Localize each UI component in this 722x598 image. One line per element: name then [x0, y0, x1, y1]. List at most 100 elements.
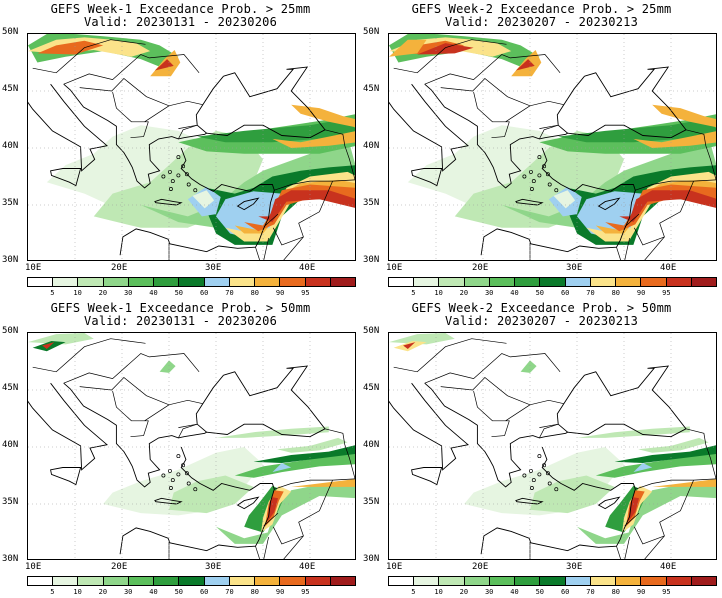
colorbar-swatch: [439, 278, 465, 286]
lat-label: 50N: [2, 326, 19, 336]
colorbar: [388, 277, 717, 287]
lon-label: 10E: [25, 263, 42, 273]
lon-label: 20E: [111, 263, 128, 273]
colorbar-swatch: [540, 577, 566, 585]
lat-label: 50N: [363, 326, 380, 336]
colorbar-label: 30: [484, 588, 494, 596]
colorbar-label: 30: [123, 588, 133, 596]
probability-map: [388, 33, 717, 261]
colorbar-label: 50: [174, 588, 184, 596]
colorbar-label: 5: [411, 588, 416, 596]
colorbar-label: 95: [662, 588, 671, 596]
colorbar-label: 60: [199, 588, 209, 596]
colorbar-swatch: [616, 278, 642, 286]
colorbar-swatch: [229, 278, 256, 286]
lat-label: 30N: [363, 255, 380, 265]
panel-week2-25mm: GEFS Week-2 Exceedance Prob. > 25mm Valid…: [361, 0, 722, 299]
colorbar-swatch: [540, 278, 566, 286]
lat-label: 50N: [2, 27, 19, 37]
lat-label: 35N: [363, 198, 380, 208]
colorbar-swatch: [280, 577, 306, 585]
colorbar-label: 50: [174, 289, 184, 297]
lat-label: 30N: [2, 255, 19, 265]
colorbar-swatch: [53, 577, 79, 585]
lat-label: 35N: [2, 497, 19, 507]
colorbar-label: 20: [98, 289, 108, 297]
colorbar-label: 70: [225, 588, 234, 596]
colorbar-swatch: [103, 278, 129, 286]
colorbar-swatch: [464, 278, 490, 286]
colorbar-label: 50: [535, 289, 545, 297]
panel-valid-dates: Valid: 20230131 - 20230206: [83, 314, 278, 328]
colorbar-label: 40: [149, 289, 158, 297]
colorbar-label: 10: [434, 588, 443, 596]
colorbar-label: 90: [275, 289, 285, 297]
colorbar-label: 80: [250, 588, 260, 596]
colorbar-swatch: [489, 278, 516, 286]
colorbar-swatch: [330, 577, 356, 585]
colorbar-swatch: [28, 278, 54, 286]
colorbar-swatch: [691, 577, 717, 585]
lat-label: 45N: [363, 383, 380, 393]
colorbar-swatch: [515, 577, 541, 585]
lat-label: 40N: [2, 141, 19, 151]
colorbar-swatch: [590, 278, 617, 286]
colorbar-label: 20: [459, 588, 469, 596]
colorbar-label: 40: [510, 588, 519, 596]
colorbar-label: 5: [411, 289, 416, 297]
lon-label: 10E: [25, 562, 42, 572]
colorbar-swatch: [128, 278, 155, 286]
colorbar: [27, 576, 356, 586]
colorbar-swatch: [389, 577, 415, 585]
lon-label: 20E: [472, 263, 489, 273]
lon-label: 10E: [386, 263, 403, 273]
colorbar-label: 50: [535, 588, 545, 596]
lon-label: 20E: [111, 562, 128, 572]
colorbar-label: 90: [275, 588, 285, 596]
colorbar-swatch: [666, 577, 692, 585]
colorbar-swatch: [154, 577, 180, 585]
map-canvas: [28, 34, 355, 260]
panel-valid-dates: Valid: 20230207 - 20230213: [444, 15, 639, 29]
colorbar-label: 70: [225, 289, 234, 297]
colorbar-swatch: [641, 577, 667, 585]
lat-label: 45N: [2, 383, 19, 393]
colorbar-label: 90: [636, 588, 646, 596]
colorbar-label: 10: [434, 289, 443, 297]
lon-label: 40E: [660, 562, 677, 572]
colorbar-swatch: [255, 278, 281, 286]
probability-map: [27, 332, 356, 560]
map-canvas: [389, 34, 716, 260]
colorbar-label: 30: [484, 289, 494, 297]
panel-valid-dates: Valid: 20230131 - 20230206: [83, 15, 278, 29]
panel-title: GEFS Week-1 Exceedance Prob. > 50mm: [50, 301, 311, 315]
colorbar-label: 60: [560, 588, 570, 596]
colorbar-label: 90: [636, 289, 646, 297]
panel-week1-50mm: GEFS Week-1 Exceedance Prob. > 50mm Valid…: [0, 299, 361, 598]
lat-label: 45N: [363, 84, 380, 94]
colorbar-label: 20: [98, 588, 108, 596]
colorbar-swatch: [255, 577, 281, 585]
colorbar-label: 95: [301, 289, 310, 297]
colorbar-swatch: [204, 278, 230, 286]
colorbar-swatch: [666, 278, 692, 286]
lon-label: 30E: [205, 263, 222, 273]
colorbar-label: 40: [149, 588, 158, 596]
probability-map: [388, 332, 717, 560]
colorbar-label: 70: [586, 289, 595, 297]
lon-label: 10E: [386, 562, 403, 572]
colorbar-swatch: [103, 577, 129, 585]
colorbar: [388, 576, 717, 586]
colorbar-swatch: [565, 278, 591, 286]
colorbar-label: 30: [123, 289, 133, 297]
lon-label: 30E: [566, 263, 583, 273]
colorbar-swatch: [414, 577, 440, 585]
lat-label: 40N: [363, 440, 380, 450]
colorbar-swatch: [439, 577, 465, 585]
colorbar-swatch: [179, 577, 205, 585]
colorbar-swatch: [179, 278, 205, 286]
colorbar-swatch: [330, 278, 356, 286]
colorbar-swatch: [128, 577, 155, 585]
colorbar-label: 60: [199, 289, 209, 297]
colorbar-label: 95: [662, 289, 671, 297]
